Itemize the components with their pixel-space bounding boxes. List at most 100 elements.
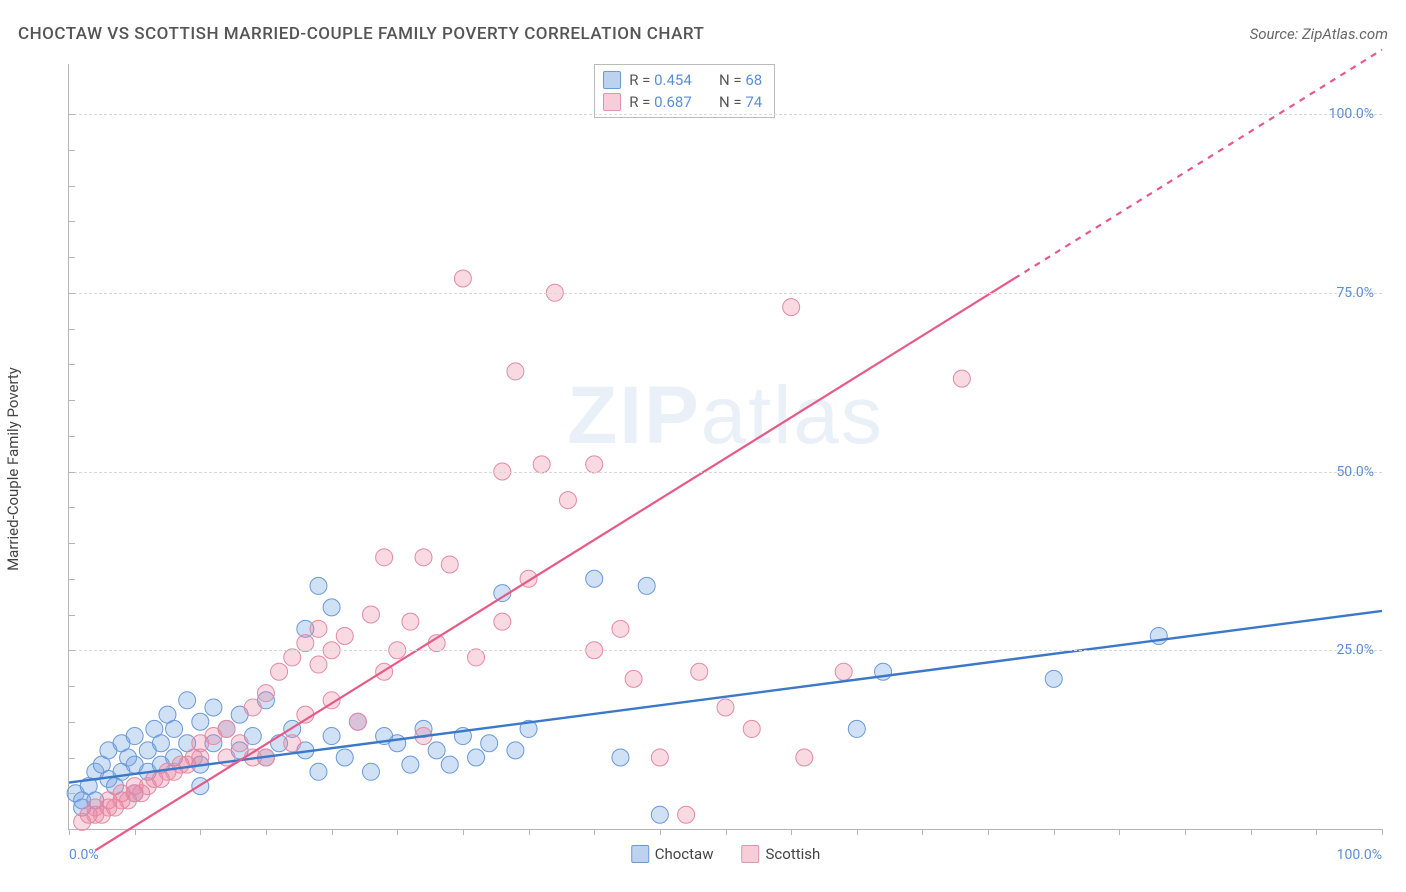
data-point[interactable] <box>651 806 668 823</box>
data-point[interactable] <box>835 663 852 680</box>
data-point[interactable] <box>507 742 524 759</box>
data-point[interactable] <box>783 299 800 316</box>
legend-swatch <box>742 845 760 863</box>
data-point[interactable] <box>428 742 445 759</box>
y-tick <box>69 436 75 437</box>
data-point[interactable] <box>533 456 550 473</box>
data-point[interactable] <box>415 549 432 566</box>
y-tick <box>69 722 75 723</box>
x-tick <box>857 829 858 835</box>
data-point[interactable] <box>310 620 327 637</box>
data-point[interactable] <box>205 699 222 716</box>
data-point[interactable] <box>310 763 327 780</box>
data-point[interactable] <box>166 720 183 737</box>
data-point[interactable] <box>389 735 406 752</box>
data-point[interactable] <box>362 606 379 623</box>
data-point[interactable] <box>297 635 314 652</box>
data-point[interactable] <box>323 728 340 745</box>
y-tick <box>69 400 75 401</box>
legend-swatch <box>631 845 649 863</box>
data-point[interactable] <box>586 570 603 587</box>
data-point[interactable] <box>612 620 629 637</box>
y-tick <box>69 114 75 115</box>
data-point[interactable] <box>612 749 629 766</box>
data-point[interactable] <box>192 713 209 730</box>
data-point[interactable] <box>625 670 642 687</box>
y-tick <box>69 150 75 151</box>
y-axis-label: Married-Couple Family Poverty <box>4 367 22 571</box>
data-point[interactable] <box>848 720 865 737</box>
chart-container: Married-Couple Family Poverty ZIPatlas R… <box>18 58 1388 880</box>
regression-line-dashed <box>1014 50 1382 279</box>
y-tick <box>69 758 75 759</box>
data-point[interactable] <box>402 756 419 773</box>
data-point[interactable] <box>218 720 235 737</box>
data-point[interactable] <box>244 699 261 716</box>
x-tick <box>1251 829 1252 835</box>
data-point[interactable] <box>402 613 419 630</box>
data-point[interactable] <box>468 649 485 666</box>
data-point[interactable] <box>362 763 379 780</box>
data-point[interactable] <box>717 699 734 716</box>
y-tick <box>69 221 75 222</box>
y-tick <box>69 364 75 365</box>
data-point[interactable] <box>284 649 301 666</box>
data-point[interactable] <box>691 663 708 680</box>
data-point[interactable] <box>441 756 458 773</box>
data-point[interactable] <box>126 728 143 745</box>
data-point[interactable] <box>586 456 603 473</box>
data-point[interactable] <box>376 549 393 566</box>
data-point[interactable] <box>231 735 248 752</box>
x-tick <box>135 829 136 835</box>
x-tick <box>988 829 989 835</box>
y-tick <box>69 507 75 508</box>
x-tick <box>726 829 727 835</box>
legend-item[interactable]: Choctaw <box>631 845 714 863</box>
data-point[interactable] <box>494 613 511 630</box>
data-point[interactable] <box>1045 670 1062 687</box>
grid-line <box>69 293 1382 294</box>
plot-svg <box>69 64 1382 829</box>
data-point[interactable] <box>743 720 760 737</box>
data-point[interactable] <box>678 806 695 823</box>
y-tick-label: 100.0% <box>1329 106 1374 122</box>
series-legend: Choctaw Scottish <box>631 845 821 863</box>
data-point[interactable] <box>454 270 471 287</box>
data-point[interactable] <box>349 713 366 730</box>
data-point[interactable] <box>638 577 655 594</box>
data-point[interactable] <box>953 370 970 387</box>
data-point[interactable] <box>284 735 301 752</box>
legend-label: Choctaw <box>655 845 714 863</box>
data-point[interactable] <box>152 735 169 752</box>
data-point[interactable] <box>336 627 353 644</box>
y-tick <box>69 615 75 616</box>
data-point[interactable] <box>323 599 340 616</box>
grid-line <box>69 650 1382 651</box>
data-point[interactable] <box>468 749 485 766</box>
data-point[interactable] <box>481 735 498 752</box>
x-tick <box>660 829 661 835</box>
source-label: Source: ZipAtlas.com <box>1250 25 1388 43</box>
data-point[interactable] <box>559 492 576 509</box>
grid-line <box>69 114 1382 115</box>
y-tick-label: 25.0% <box>1336 642 1374 658</box>
y-tick <box>69 472 75 473</box>
data-point[interactable] <box>441 556 458 573</box>
data-point[interactable] <box>179 692 196 709</box>
data-point[interactable] <box>271 663 288 680</box>
data-point[interactable] <box>796 749 813 766</box>
legend-item[interactable]: Scottish <box>742 845 821 863</box>
y-tick <box>69 650 75 651</box>
y-tick <box>69 793 75 794</box>
data-point[interactable] <box>310 656 327 673</box>
y-tick <box>69 186 75 187</box>
x-tick <box>200 829 201 835</box>
data-point[interactable] <box>336 749 353 766</box>
data-point[interactable] <box>651 749 668 766</box>
x-tick <box>1054 829 1055 835</box>
grid-line <box>69 472 1382 473</box>
data-point[interactable] <box>310 577 327 594</box>
data-point[interactable] <box>257 685 274 702</box>
x-tick <box>922 829 923 835</box>
data-point[interactable] <box>507 363 524 380</box>
